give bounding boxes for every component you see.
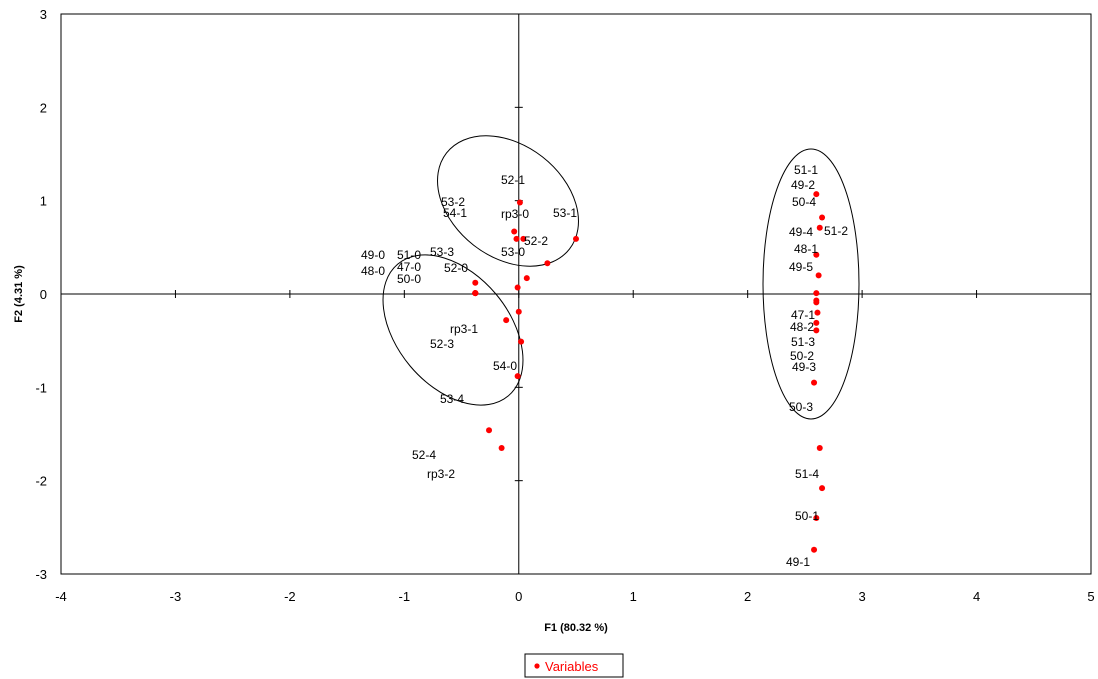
y-tick-label: -2 xyxy=(35,474,47,489)
point-label: 51-3 xyxy=(791,335,815,349)
data-point xyxy=(518,338,525,345)
x-tick-label: -2 xyxy=(284,589,296,604)
data-point xyxy=(814,309,821,316)
x-tick-label: 1 xyxy=(630,589,637,604)
cluster-ellipse-right xyxy=(762,148,860,420)
x-tick-label: 3 xyxy=(858,589,865,604)
point-label: 54-0 xyxy=(493,359,517,373)
point-label: rp3-0 xyxy=(501,207,529,221)
data-point xyxy=(819,214,826,221)
data-point xyxy=(472,279,479,286)
point-label: 53-3 xyxy=(430,245,454,259)
x-tick-label: -3 xyxy=(170,589,182,604)
point-label: 52-3 xyxy=(430,337,454,351)
point-label: 50-1 xyxy=(795,509,819,523)
point-label: 49-2 xyxy=(791,178,815,192)
data-point xyxy=(813,251,820,258)
data-point xyxy=(544,260,551,267)
data-point xyxy=(503,317,510,324)
data-point xyxy=(815,272,822,279)
legend: Variables xyxy=(524,653,624,678)
cluster-ellipse-lower xyxy=(382,254,524,406)
point-label: 51-0 xyxy=(397,248,421,262)
points-layer xyxy=(472,191,826,553)
data-point xyxy=(813,327,820,334)
data-point xyxy=(523,275,530,282)
data-point xyxy=(811,379,818,386)
tick-labels-layer: -4 -3 -2 -1 0 1 2 3 4 5 -3 -2 -1 0 1 2 3 xyxy=(35,7,1094,604)
point-labels-layer: 52-1 53-254-1 rp3-0 53-1 52-253-0 53-3 52-0 49-… xyxy=(361,163,848,569)
axes-layer xyxy=(60,13,1092,575)
data-point xyxy=(498,445,505,451)
data-point xyxy=(520,235,527,242)
point-label: 51-2 xyxy=(824,224,848,238)
data-point xyxy=(813,515,820,521)
data-point xyxy=(514,373,521,380)
point-label: 52-4 xyxy=(412,448,436,462)
point-label: 49-1 xyxy=(786,555,810,569)
legend-label: Variables xyxy=(545,659,599,674)
point-label: 53-4 xyxy=(440,392,464,406)
x-tick-label: 5 xyxy=(1087,589,1094,604)
x-tick-label: 4 xyxy=(973,589,980,604)
point-label: 48-2 xyxy=(790,320,814,334)
point-label: 50-2 xyxy=(790,349,814,363)
data-point xyxy=(472,290,479,297)
y-tick-label: 3 xyxy=(40,7,47,22)
x-tick-label: 0 xyxy=(515,589,522,604)
data-point xyxy=(516,199,523,206)
point-label: 47-0 xyxy=(397,260,421,274)
data-point xyxy=(514,284,521,291)
point-label: 51-4 xyxy=(795,467,819,481)
data-point xyxy=(813,191,820,198)
point-label: 52-2 xyxy=(524,234,548,248)
ellipses-layer xyxy=(382,135,860,420)
y-tick-label: -3 xyxy=(35,567,47,582)
point-label: 53-2 xyxy=(441,195,465,209)
y-tick-label: 1 xyxy=(40,194,47,209)
point-label: 47-1 xyxy=(791,308,815,322)
x-tick-label: -4 xyxy=(55,589,67,604)
point-label: 53-1 xyxy=(553,206,577,220)
data-point xyxy=(573,235,579,242)
point-label: 49-3 xyxy=(792,360,816,374)
point-label: 52-0 xyxy=(444,261,468,275)
data-point xyxy=(813,299,820,306)
data-point xyxy=(813,290,820,297)
data-point xyxy=(486,427,493,434)
point-label: rp3-1 xyxy=(450,322,478,336)
data-point xyxy=(515,308,522,315)
point-label: 52-1 xyxy=(501,173,525,187)
y-tick-label: 0 xyxy=(40,287,47,302)
point-label: 49-5 xyxy=(789,260,813,274)
cluster-ellipse-upper xyxy=(437,135,579,267)
data-point xyxy=(816,445,823,451)
data-point xyxy=(811,546,818,553)
y-tick-label: -1 xyxy=(35,380,47,395)
legend-marker xyxy=(534,663,540,669)
legend-box xyxy=(524,653,624,678)
point-label: 49-4 xyxy=(789,225,813,239)
data-point xyxy=(816,224,823,231)
point-label: 53-0 xyxy=(501,245,525,259)
y-axis-label: F2 (4.31 %) xyxy=(13,265,25,323)
point-label: 49-0 xyxy=(361,248,385,262)
data-point xyxy=(511,228,518,235)
x-tick-label: -1 xyxy=(399,589,411,604)
point-label: 50-4 xyxy=(792,195,816,209)
point-label: 48-0 xyxy=(361,264,385,278)
point-label: rp3-2 xyxy=(427,467,455,481)
point-label: 50-3 xyxy=(789,400,813,414)
x-tick-label: 2 xyxy=(744,589,751,604)
point-label: 50-0 xyxy=(397,272,421,286)
point-label: 48-1 xyxy=(794,242,818,256)
x-axis-label: F1 (80.32 %) xyxy=(544,622,608,634)
point-label: 54-1 xyxy=(443,206,467,220)
data-point xyxy=(513,235,520,242)
data-point xyxy=(819,485,826,492)
point-label: 51-1 xyxy=(794,163,818,177)
data-point xyxy=(813,319,820,326)
y-tick-label: 2 xyxy=(40,100,47,115)
